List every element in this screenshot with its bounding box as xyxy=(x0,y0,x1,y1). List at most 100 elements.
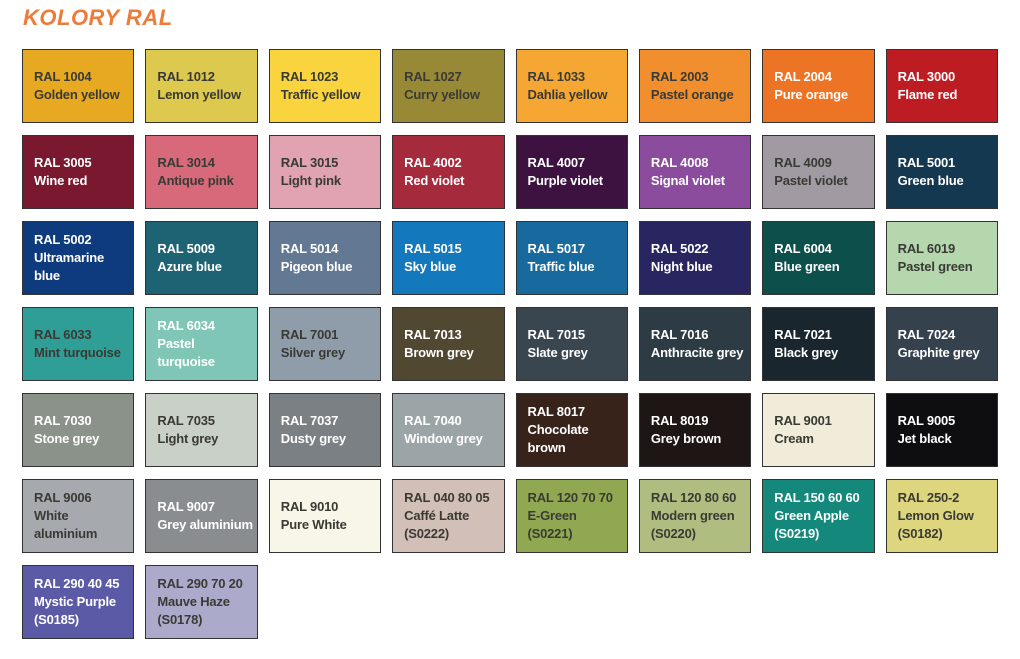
swatch-suffix: (S0221) xyxy=(527,526,573,541)
swatch-code: RAL 8017 xyxy=(527,404,586,419)
color-swatch: RAL 7024 Graphite grey xyxy=(885,307,998,381)
swatch-code: RAL 5015 xyxy=(404,241,462,256)
color-swatch: RAL 7035 Light grey xyxy=(145,393,258,467)
color-swatch: RAL 6034 Pastel turquoise xyxy=(145,307,258,381)
color-swatch: RAL 1004 Golden yellow xyxy=(22,49,135,123)
swatch-code: RAL 9001 xyxy=(774,413,832,428)
color-swatch: RAL 4002 Red violet xyxy=(392,135,505,209)
swatch-name: Red violet xyxy=(404,173,465,188)
color-swatch: RAL 2003 Pastel orange xyxy=(638,49,752,123)
color-swatch: RAL 7037 Dusty grey xyxy=(268,393,382,467)
swatch-name: Ultramarine blue xyxy=(34,250,105,283)
color-swatch: RAL 3015 Light pink xyxy=(268,135,382,209)
color-swatch: RAL 5015 Sky blue xyxy=(392,221,505,295)
swatch-name: Pastel orange xyxy=(650,87,734,102)
color-swatch: RAL 6019 Pastel green xyxy=(885,221,998,295)
swatch-code: RAL 2004 xyxy=(774,69,832,84)
swatch-name: Wine red xyxy=(34,173,88,188)
swatch-code: RAL 1027 xyxy=(404,69,462,84)
color-swatch: RAL 1027 Curry yellow xyxy=(392,49,505,123)
color-swatch: RAL 7015 Slate grey xyxy=(515,307,628,381)
color-swatch: RAL 1033 Dahlia yellow xyxy=(515,49,628,123)
color-swatch: RAL 7001 Silver grey xyxy=(268,307,382,381)
swatch-code: RAL 9005 xyxy=(897,413,956,428)
swatch-name: Antique pink xyxy=(157,173,234,188)
swatch-name: Azure blue xyxy=(157,259,222,274)
color-swatch: RAL 290 70 20 Mauve Haze (S0178) xyxy=(145,565,258,639)
swatch-name: Mauve Haze xyxy=(157,594,230,609)
color-swatch: RAL 7016 Anthracite grey xyxy=(638,307,752,381)
swatch-code: RAL 7021 xyxy=(774,327,832,342)
color-swatch: RAL 7040 Window grey xyxy=(392,393,505,467)
swatch-code: RAL 250-2 xyxy=(897,490,960,505)
color-swatch: RAL 4009 Pastel violet xyxy=(762,135,875,209)
color-swatch: RAL 4008 Signal violet xyxy=(638,135,752,209)
swatch-code: RAL 290 40 45 xyxy=(34,576,120,591)
swatch-code: RAL 7035 xyxy=(157,413,215,428)
color-swatch: RAL 6033 Mint turquoise xyxy=(22,307,135,381)
swatch-name: Light grey xyxy=(157,431,219,446)
swatch-code: RAL 1004 xyxy=(34,69,92,84)
swatch-code: RAL 7037 xyxy=(280,413,339,428)
swatch-name: Lemon Glow xyxy=(897,508,974,523)
swatch-name: Purple violet xyxy=(527,173,604,188)
swatch-code: RAL 2003 xyxy=(650,69,709,84)
swatch-suffix: (S0178) xyxy=(157,612,203,627)
swatch-suffix: (S0182) xyxy=(897,526,943,541)
swatch-name: Cream xyxy=(774,431,814,446)
swatch-name: Mystic Purple xyxy=(34,594,116,609)
swatch-code: RAL 7040 xyxy=(404,413,462,428)
swatch-name: Blue green xyxy=(774,259,840,274)
swatch-suffix: (S0222) xyxy=(404,526,449,541)
swatch-name: Pastel green xyxy=(897,259,973,274)
swatch-name: Anthracite grey xyxy=(650,345,744,360)
color-swatch: RAL 8017 Chocolate brown xyxy=(515,393,628,467)
swatch-name: Golden yellow xyxy=(34,87,120,102)
swatch-name: Lemon yellow xyxy=(157,87,241,102)
swatch-code: RAL 120 70 70 xyxy=(527,490,614,505)
swatch-name: Grey brown xyxy=(650,431,722,446)
color-swatch: RAL 5009 Azure blue xyxy=(145,221,258,295)
color-swatch: RAL 9010 Pure White xyxy=(268,479,382,553)
swatch-code: RAL 7015 xyxy=(527,327,586,342)
swatch-suffix: (S0220) xyxy=(650,526,696,541)
page-title: KOLORY RAL xyxy=(23,5,173,30)
swatch-name: Graphite grey xyxy=(897,345,980,360)
color-swatch: RAL 040 80 05 Caffé Latte (S0222) xyxy=(392,479,505,553)
color-swatch: RAL 8019 Grey brown xyxy=(638,393,752,467)
swatch-code: RAL 9006 xyxy=(34,490,92,505)
swatch-name: E-Green xyxy=(527,508,577,523)
swatch-name: Modern green xyxy=(650,508,735,523)
swatch-code: RAL 5017 xyxy=(527,241,586,256)
swatch-name: Traffic yellow xyxy=(280,87,361,102)
color-swatch: RAL 7013 Brown grey xyxy=(392,307,505,381)
swatch-name: Flame red xyxy=(897,87,958,102)
swatch-name: Pastel violet xyxy=(774,173,848,188)
color-swatch: RAL 3000 Flame red xyxy=(885,49,998,123)
swatch-name: Slate grey xyxy=(527,345,588,360)
swatch-code: RAL 3015 xyxy=(280,155,339,170)
color-swatch: RAL 9007 Grey aluminium xyxy=(145,479,258,553)
swatch-name: Stone grey xyxy=(34,431,100,446)
swatch-name: White aluminium xyxy=(34,508,98,541)
swatch-code: RAL 4009 xyxy=(774,155,832,170)
swatch-name: Traffic blue xyxy=(527,259,595,274)
color-swatch: RAL 6004 Blue green xyxy=(762,221,875,295)
swatch-name: Brown grey xyxy=(404,345,474,360)
swatch-name: Caffé Latte xyxy=(404,508,470,523)
swatch-code: RAL 5014 xyxy=(280,241,339,256)
swatch-name: Dahlia yellow xyxy=(527,87,608,102)
color-swatch: RAL 150 60 60 Green Apple (S0219) xyxy=(762,479,875,553)
color-swatch: RAL 5017 Traffic blue xyxy=(515,221,628,295)
swatch-code: RAL 7024 xyxy=(897,327,956,342)
swatch-code: RAL 6004 xyxy=(774,241,832,256)
swatch-name: Green blue xyxy=(897,173,964,188)
swatch-name: Window grey xyxy=(404,431,483,446)
swatch-code: RAL 4007 xyxy=(527,155,586,170)
swatch-code: RAL 7030 xyxy=(34,413,92,428)
swatch-name: Sky blue xyxy=(404,259,456,274)
color-swatch: RAL 7030 Stone grey xyxy=(22,393,135,467)
swatch-code: RAL 1012 xyxy=(157,69,215,84)
swatch-name: Green Apple xyxy=(774,508,849,523)
swatch-code: RAL 3000 xyxy=(897,69,956,84)
